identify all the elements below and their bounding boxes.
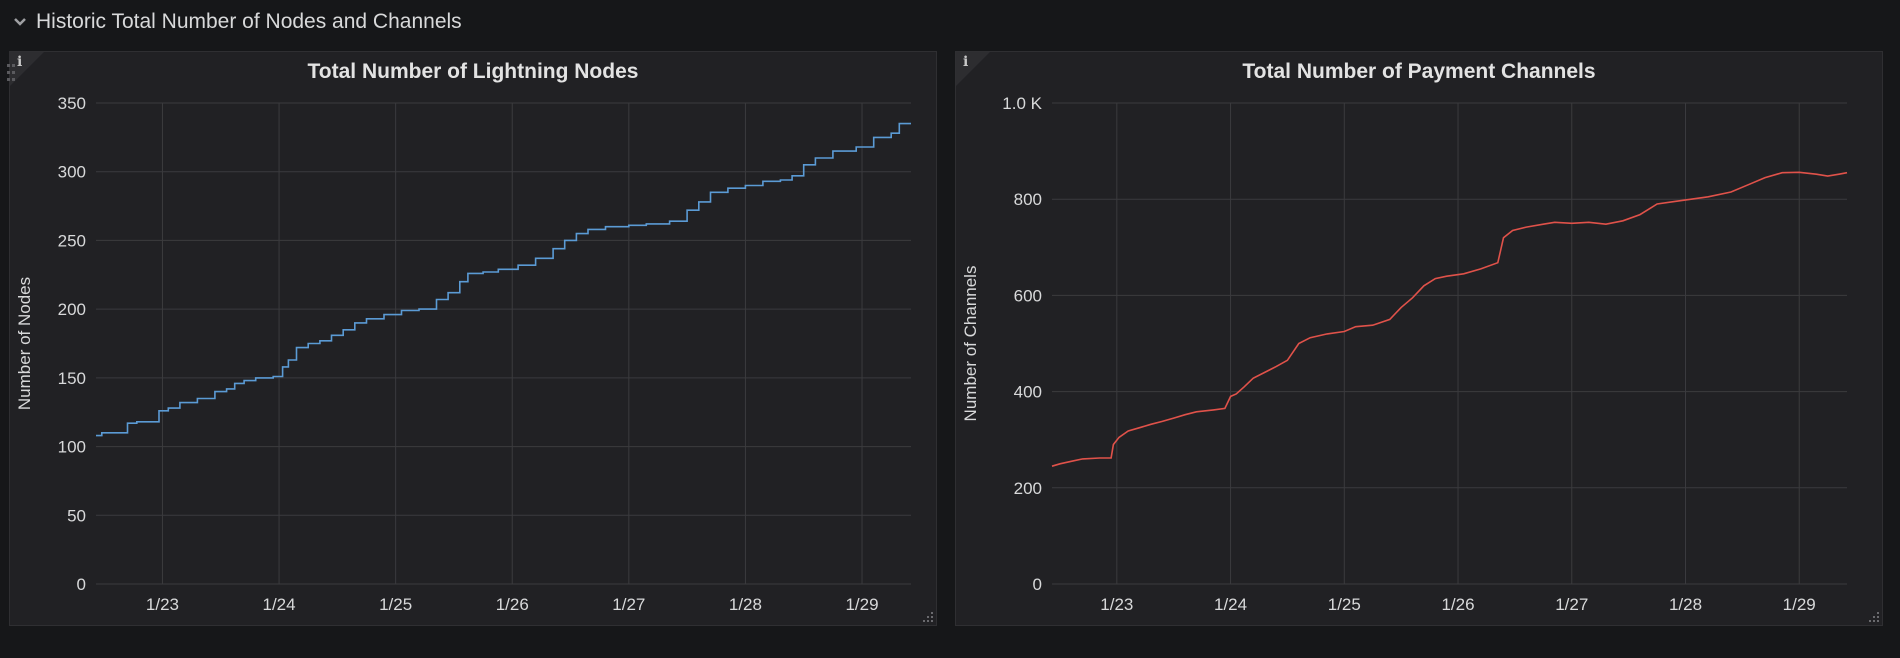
chevron-down-icon[interactable] — [12, 14, 28, 30]
y-tick-label: 400 — [1014, 383, 1042, 402]
resize-handle-icon[interactable] — [922, 611, 934, 623]
channels-chart: 0 200 400 600 800 1.0 K 1/23 1/24 1/25 1/26 1/27 1/… — [961, 94, 1848, 614]
row-header[interactable]: Historic Total Number of Nodes and Chann… — [0, 0, 1900, 44]
x-tick-label: 1/28 — [1669, 595, 1702, 614]
x-tick-label: 1/26 — [496, 595, 529, 614]
y-tick-label: 600 — [1014, 286, 1042, 305]
x-tick-label: 1/26 — [1441, 595, 1474, 614]
x-tick-label: 1/24 — [263, 595, 296, 614]
x-tick-label: 1/27 — [612, 595, 645, 614]
y-tick-label: 250 — [58, 231, 86, 250]
y-tick-label: 200 — [1014, 479, 1042, 498]
nodes-chart: 0 50 100 150 200 250 300 350 1/23 1/24 1/25 1/26 1/2… — [15, 94, 911, 614]
x-tick-label: 1/23 — [1100, 595, 1133, 614]
row-title: Historic Total Number of Nodes and Chann… — [36, 10, 462, 33]
y-tick-label: 800 — [1014, 190, 1042, 209]
y-tick-label: 150 — [58, 369, 86, 388]
y-tick-label: 350 — [58, 94, 86, 113]
grid — [1052, 102, 1847, 585]
info-icon[interactable]: i — [963, 54, 969, 70]
series-line — [96, 122, 911, 437]
x-tick-label: 1/28 — [729, 595, 762, 614]
x-tick-label: 1/25 — [379, 595, 412, 614]
panel-info-corner — [956, 52, 990, 86]
series-line — [1051, 171, 1848, 467]
x-tick-label: 1/27 — [1555, 595, 1588, 614]
y-tick-label: 300 — [58, 163, 86, 182]
grid — [96, 102, 911, 585]
y-axis-label: Number of Nodes — [15, 277, 34, 410]
panel-lightning-nodes: i Total Number of Lightning Nodes 0 50 100… — [6, 51, 937, 626]
panel-title: Total Number of Lightning Nodes — [307, 60, 639, 83]
drag-handle-icon[interactable] — [6, 62, 16, 84]
y-tick-label: 200 — [58, 300, 86, 319]
resize-handle-icon[interactable] — [1868, 611, 1880, 623]
y-axis-label: Number of Channels — [961, 266, 980, 422]
x-tick-label: 1/24 — [1214, 595, 1247, 614]
panel-info-corner — [10, 52, 44, 86]
y-tick-label: 100 — [58, 438, 86, 457]
panel-payment-channels: i Total Number of Payment Channels 0 200 4… — [955, 51, 1883, 626]
x-tick-label: 1/29 — [845, 595, 878, 614]
y-tick-label: 1.0 K — [1002, 94, 1042, 113]
x-tick-label: 1/23 — [146, 595, 179, 614]
x-tick-label: 1/25 — [1328, 595, 1361, 614]
y-tick-label: 0 — [1033, 575, 1042, 594]
y-tick-label: 0 — [77, 575, 86, 594]
info-icon[interactable]: i — [17, 54, 23, 70]
y-tick-label: 50 — [67, 506, 86, 525]
panel-title: Total Number of Payment Channels — [1242, 60, 1596, 83]
x-tick-label: 1/29 — [1783, 595, 1816, 614]
